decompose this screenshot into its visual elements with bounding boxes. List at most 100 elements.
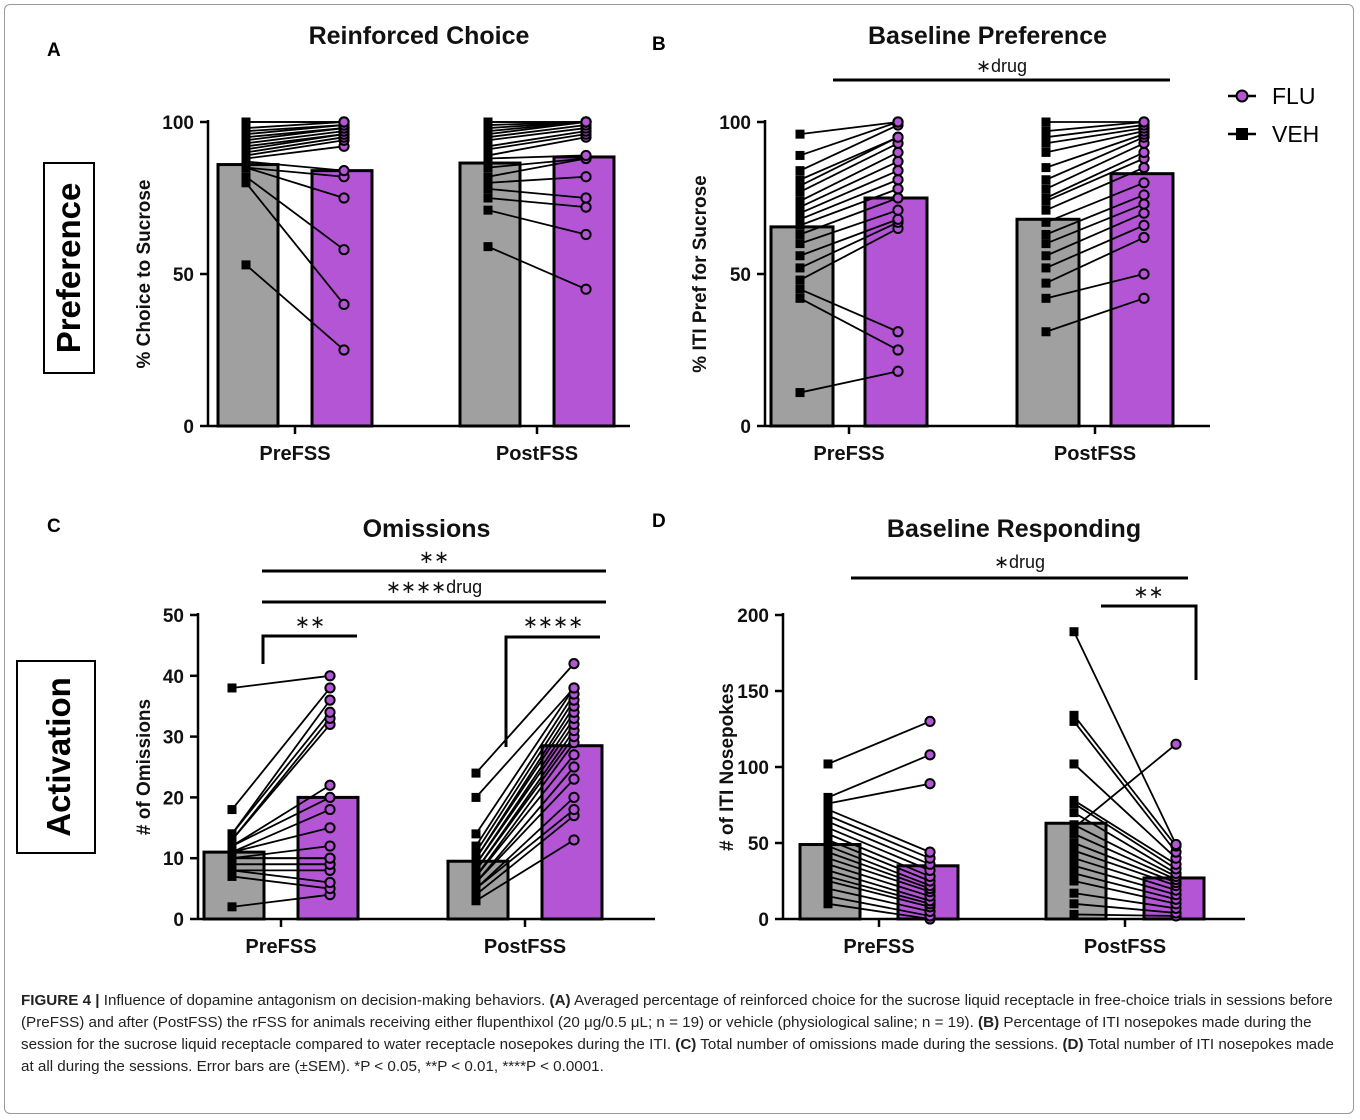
veh-point bbox=[241, 123, 251, 133]
flu-point bbox=[580, 283, 592, 295]
subject-line bbox=[827, 857, 931, 893]
subject-line bbox=[487, 209, 587, 236]
row-label-preference: Preference bbox=[43, 162, 95, 374]
veh-point bbox=[1069, 876, 1079, 886]
figure-canvas: Preference Activation FLU VEH A B C D Re… bbox=[16, 22, 1319, 958]
subject-line bbox=[231, 674, 331, 689]
subject-line bbox=[1045, 124, 1145, 139]
legend-veh-marker bbox=[1236, 128, 1248, 140]
veh-point bbox=[795, 229, 805, 239]
flu-point bbox=[338, 165, 350, 177]
veh-point bbox=[1041, 132, 1051, 142]
veh-point bbox=[1041, 251, 1051, 261]
subject-line bbox=[799, 178, 899, 221]
subject-line bbox=[231, 893, 331, 908]
flu-point bbox=[1138, 116, 1150, 128]
veh-point bbox=[227, 805, 237, 815]
veh-point bbox=[1069, 823, 1079, 833]
significance-label: ∗∗ bbox=[419, 547, 449, 567]
veh-point bbox=[471, 841, 481, 851]
subject-line bbox=[827, 845, 931, 887]
subject-line bbox=[231, 796, 331, 847]
veh-point bbox=[795, 196, 805, 206]
subject-line bbox=[1073, 872, 1177, 901]
subject-line bbox=[1045, 181, 1145, 224]
subject-line bbox=[487, 157, 587, 178]
veh-point bbox=[823, 871, 833, 881]
veh-point bbox=[227, 841, 237, 851]
subject-line bbox=[245, 127, 345, 139]
subject-line bbox=[231, 869, 331, 884]
y-tick-label: 150 bbox=[737, 682, 769, 703]
subject-line bbox=[827, 754, 931, 799]
veh-point bbox=[483, 242, 493, 252]
subject-line bbox=[245, 136, 345, 154]
veh-point bbox=[1069, 868, 1079, 878]
caption-b-label: (B) bbox=[978, 1014, 1000, 1031]
veh-point bbox=[1069, 716, 1079, 726]
subject-line bbox=[475, 778, 575, 884]
subject-line bbox=[487, 127, 587, 142]
subject-line bbox=[1073, 849, 1177, 887]
veh-point bbox=[795, 214, 805, 224]
veh-point bbox=[795, 129, 805, 139]
subject-line bbox=[1045, 297, 1145, 333]
subject-line bbox=[1045, 151, 1145, 199]
subject-line bbox=[487, 136, 587, 157]
y-tick-label: 0 bbox=[183, 417, 194, 438]
subject-line bbox=[799, 297, 899, 351]
veh-point bbox=[823, 759, 833, 769]
veh-point bbox=[1041, 193, 1051, 203]
y-tick-label: 40 bbox=[163, 667, 184, 688]
veh-point bbox=[1041, 205, 1051, 215]
subject-line bbox=[487, 124, 587, 139]
subject-line bbox=[827, 851, 931, 890]
legend-flu-marker bbox=[1235, 89, 1249, 103]
bar-flu bbox=[310, 169, 374, 428]
subject-line bbox=[487, 187, 587, 199]
y-tick-label: 100 bbox=[162, 113, 194, 134]
subject-line bbox=[487, 175, 587, 184]
subject-line bbox=[799, 169, 899, 215]
veh-point bbox=[227, 683, 237, 693]
subject-line bbox=[827, 826, 931, 872]
subject-line bbox=[827, 887, 931, 913]
veh-point bbox=[823, 853, 833, 863]
subject-line bbox=[245, 130, 345, 145]
subject-line bbox=[475, 705, 575, 859]
caption-a-text: Averaged percentage of reinforced choice… bbox=[21, 992, 1333, 1031]
veh-point bbox=[471, 878, 481, 888]
flu-point bbox=[568, 791, 580, 804]
subject-line bbox=[475, 730, 575, 871]
veh-point bbox=[1069, 846, 1079, 856]
caption-lead: Influence of dopamine antagonism on deci… bbox=[99, 992, 550, 1009]
subject-line bbox=[1073, 880, 1177, 905]
significance-bracket bbox=[1101, 604, 1198, 680]
subject-line bbox=[827, 875, 931, 905]
y-tick-label: 10 bbox=[163, 849, 184, 870]
chart-title: Reinforced Choice bbox=[309, 22, 530, 50]
subject-line bbox=[1045, 127, 1145, 145]
chart-title: Baseline Preference bbox=[868, 22, 1107, 50]
subject-line bbox=[827, 808, 931, 853]
significance-label: ∗drug bbox=[976, 56, 1027, 76]
veh-point bbox=[1041, 327, 1051, 337]
veh-point bbox=[823, 865, 833, 875]
veh-point bbox=[471, 884, 481, 894]
veh-point bbox=[795, 202, 805, 212]
veh-point bbox=[823, 798, 833, 808]
flu-point bbox=[892, 344, 904, 356]
veh-point bbox=[1041, 163, 1051, 173]
panel-a-chart: Reinforced Choice % Choice to Sucrose 0 50 1… bbox=[134, 22, 630, 465]
subject-line bbox=[245, 133, 345, 148]
y-tick-label: 100 bbox=[737, 758, 769, 779]
y-axis-label: # of ITI Nosepokes bbox=[717, 683, 738, 851]
subject-line bbox=[475, 699, 575, 853]
veh-point bbox=[483, 184, 493, 194]
veh-point bbox=[227, 829, 237, 839]
veh-point bbox=[795, 166, 805, 176]
veh-point bbox=[483, 178, 493, 188]
subject-line bbox=[827, 839, 931, 882]
veh-point bbox=[823, 876, 833, 886]
y-tick-label: 50 bbox=[163, 606, 184, 627]
